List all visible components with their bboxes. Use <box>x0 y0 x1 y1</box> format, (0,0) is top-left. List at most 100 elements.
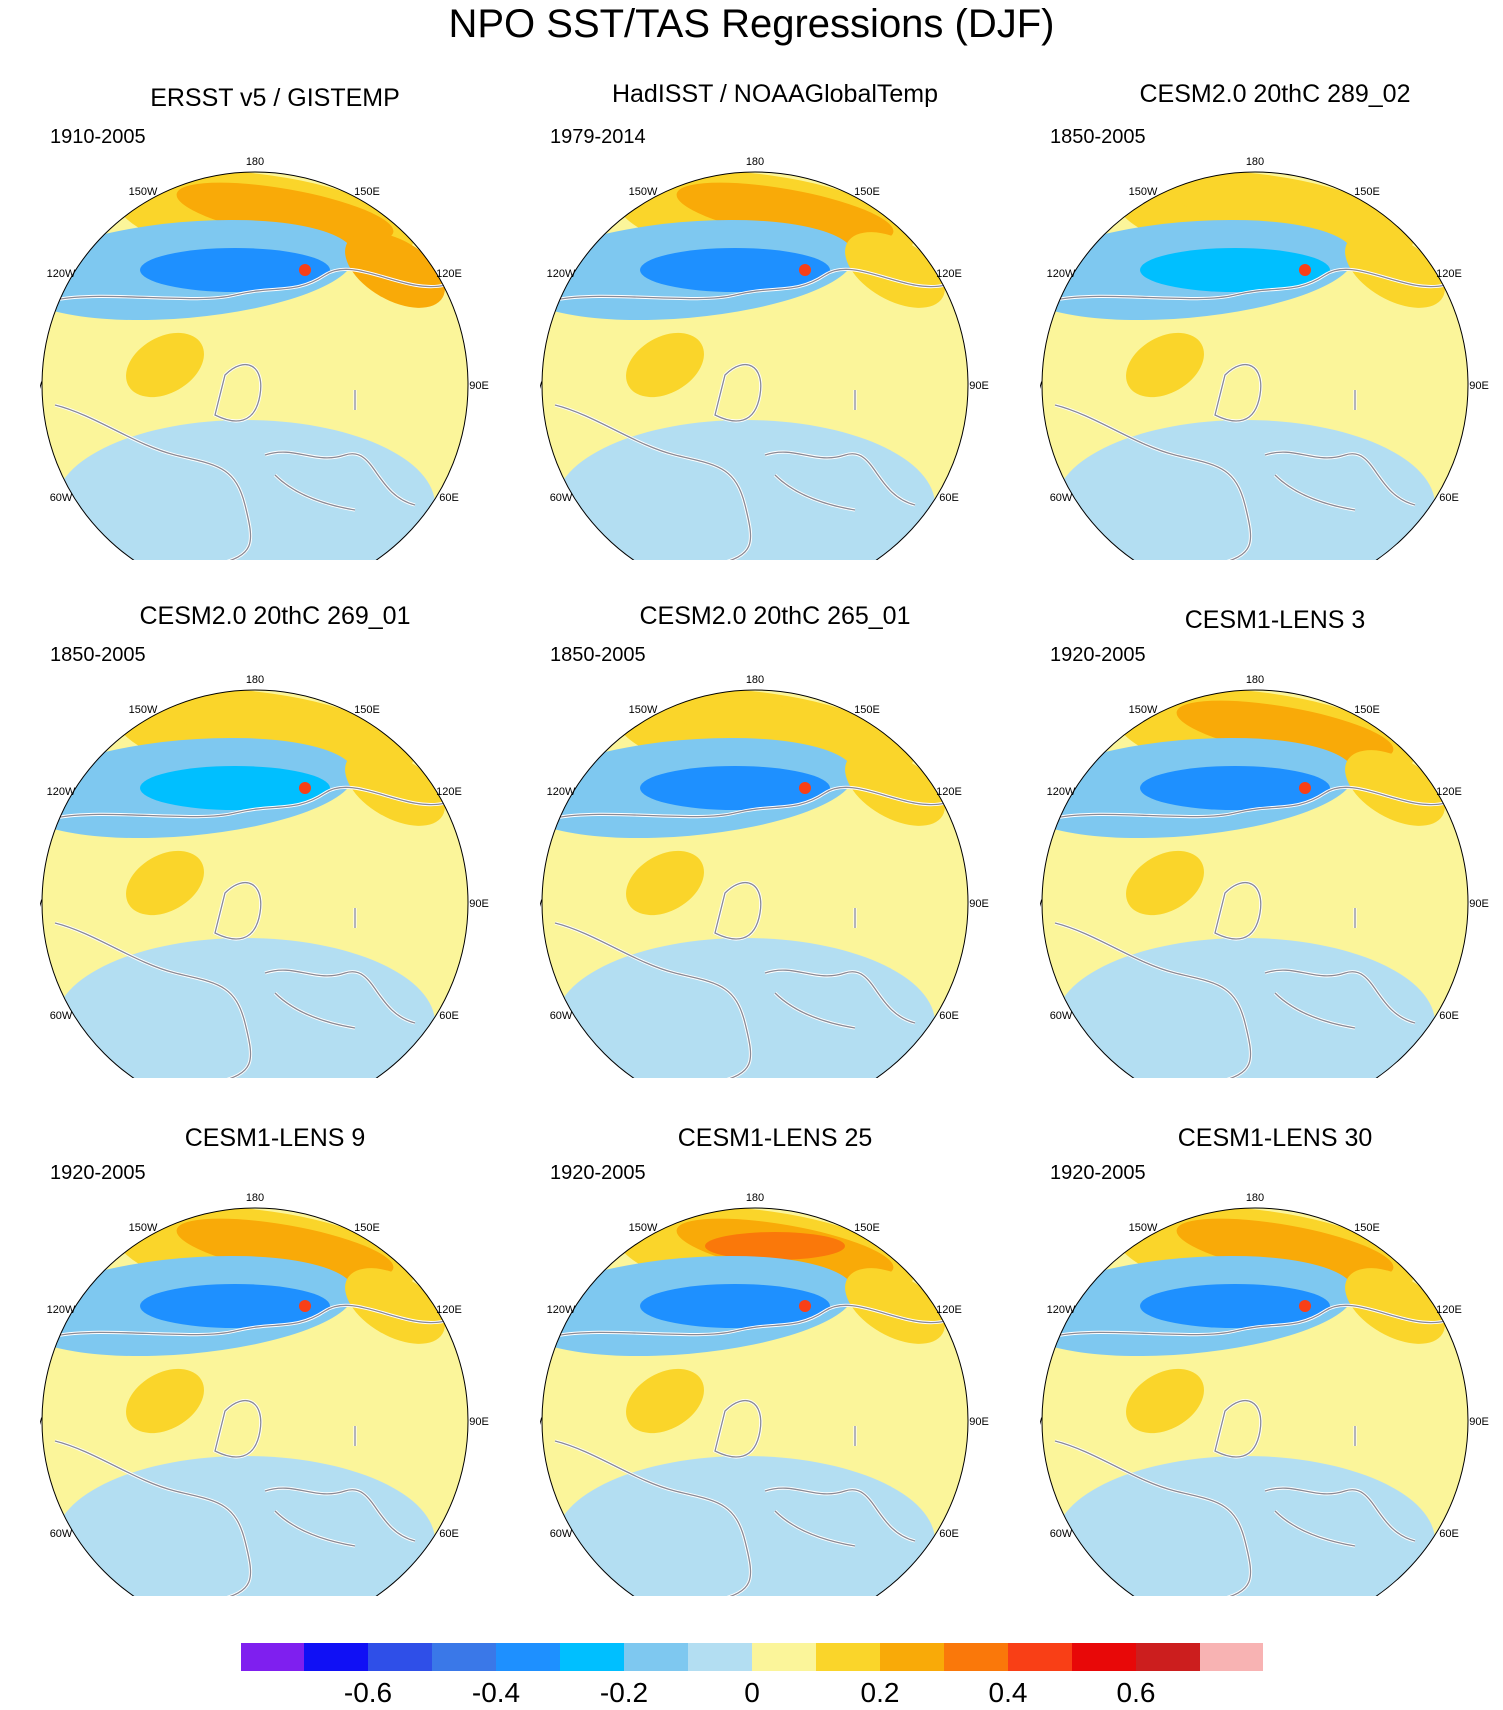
map-panel: 180150E120E90E60E30E030W60W90W120W150WCE… <box>1040 578 1503 1078</box>
map-boundary <box>541 1207 969 1596</box>
map-field <box>42 172 468 560</box>
longitude-label: 60W <box>50 1528 73 1540</box>
panel-period: 1850-2005 <box>50 644 146 666</box>
longitude-label: 60W <box>550 1528 573 1540</box>
longitude-label: 120W <box>1047 1304 1076 1316</box>
longitude-label: 180 <box>746 1192 764 1204</box>
map-boundary <box>1041 689 1469 1078</box>
longitude-label: 150E <box>854 704 880 716</box>
north-america-warm-patch <box>626 332 704 398</box>
coastline <box>274 992 356 1029</box>
coastline <box>1054 1304 1446 1337</box>
coastline <box>54 268 446 301</box>
panel-title: HadISST / NOAAGlobalTemp <box>611 80 939 108</box>
longitude-label: 120W <box>547 268 576 280</box>
colorbar: -0.6 -0.4 -0.2 0 0.2 0.4 0.6 <box>240 1640 1265 1710</box>
coastline <box>274 1510 356 1547</box>
map-boundary <box>541 689 969 1078</box>
colorbar-swatch <box>816 1642 881 1672</box>
north-pacific-cool-core <box>1140 766 1330 810</box>
map-field <box>542 172 968 560</box>
north-pacific-cool-core <box>1140 248 1330 292</box>
longitude-label: 120E <box>936 268 962 280</box>
longitude-label: 90E <box>1469 898 1489 910</box>
longitude-label: 90W <box>540 380 543 392</box>
map-field <box>1042 690 1468 1078</box>
longitude-label: 150W <box>1129 186 1158 198</box>
panel-period: 1920-2005 <box>1050 1162 1146 1184</box>
panel-title: CESM2.0 20thC 265_01 <box>639 602 911 630</box>
longitude-label: 180 <box>246 156 264 168</box>
coastline <box>774 992 856 1029</box>
longitude-label: 180 <box>746 674 764 686</box>
map-panel: 180150E120E90E60E30E030W60W90W120W150WCE… <box>40 1096 510 1596</box>
bering-hotspot <box>299 1300 311 1312</box>
coastline <box>714 364 762 422</box>
longitude-label: 150E <box>1354 1222 1380 1234</box>
coastline <box>214 364 262 422</box>
coastline <box>764 451 916 506</box>
colorbar-tick-label: 0.6 <box>1116 1677 1156 1708</box>
colorbar-tick-label: -0.6 <box>343 1677 393 1708</box>
longitude-label: 60E <box>439 1010 459 1022</box>
longitude-label: 60E <box>1439 1010 1459 1022</box>
longitude-label: 90W <box>540 898 543 910</box>
map-panel: 180150E120E90E60E30E030W60W90W120W150WCE… <box>540 578 1010 1078</box>
panel-period: 1920-2005 <box>1050 644 1146 666</box>
panel-title: CESM2.0 20thC 289_02 <box>1139 80 1411 108</box>
longitude-label: 150E <box>1354 186 1380 198</box>
coastline <box>54 1304 446 1337</box>
colorbar-swatch <box>304 1642 369 1672</box>
longitude-label: 60E <box>439 1528 459 1540</box>
colorbar-swatch <box>1072 1642 1137 1672</box>
coastline <box>764 969 916 1024</box>
panel-period: 1850-2005 <box>1050 126 1146 148</box>
north-america-warm-patch <box>626 1368 704 1434</box>
colorbar-swatch <box>688 1642 753 1672</box>
longitude-label: 90W <box>540 1416 543 1428</box>
bering-hotspot <box>799 782 811 794</box>
north-america-warm-patch <box>1126 850 1204 916</box>
panel-title: CESM2.0 20thC 269_01 <box>139 602 411 630</box>
longitude-label: 90W <box>1040 898 1043 910</box>
north-america-warm-patch <box>126 1368 204 1434</box>
colorbar-swatch <box>560 1642 625 1672</box>
colorbar-swatch <box>1008 1642 1073 1672</box>
north-pacific-cool-core <box>140 248 330 292</box>
longitude-label: 150E <box>854 186 880 198</box>
longitude-label: 120W <box>1047 786 1076 798</box>
longitude-label: 150W <box>129 704 158 716</box>
coastline <box>214 1400 262 1458</box>
longitude-label: 60E <box>1439 492 1459 504</box>
polar-map: 180150E120E90E60E30E030W60W90W120W150W <box>540 156 989 560</box>
map-boundary <box>1041 1207 1469 1596</box>
map-panel: 180150E120E90E60E30E030W60W90W120W150WER… <box>40 60 510 560</box>
panel-period: 1910-2005 <box>50 126 146 148</box>
longitude-label: 60W <box>1050 492 1073 504</box>
longitude-label: 90E <box>1469 380 1489 392</box>
colorbar-swatch <box>496 1642 561 1672</box>
panel-title: CESM1-LENS 30 <box>1177 1124 1373 1152</box>
coastline <box>1274 474 1356 511</box>
colorbar-swatch <box>1136 1642 1201 1672</box>
polar-map: 180150E120E90E60E30E030W60W90W120W150W <box>1040 156 1489 560</box>
longitude-label: 180 <box>246 674 264 686</box>
coastline <box>54 1440 252 1596</box>
longitude-label: 120E <box>1436 1304 1462 1316</box>
colorbar-swatch <box>752 1642 817 1672</box>
map-field <box>42 1208 468 1596</box>
coastline <box>554 268 946 301</box>
polar-map: 180150E120E90E60E30E030W60W90W120W150W <box>1040 1192 1489 1596</box>
north-america-warm-patch <box>1126 1368 1204 1434</box>
map-panel: 180150E120E90E60E30E030W60W90W120W150WCE… <box>540 1096 1010 1596</box>
longitude-label: 60W <box>50 1010 73 1022</box>
longitude-label: 150W <box>629 704 658 716</box>
north-america-warm-patch <box>126 850 204 916</box>
longitude-label: 60E <box>939 1528 959 1540</box>
pacific-warm-core <box>676 700 894 762</box>
bering-hotspot <box>1299 782 1311 794</box>
longitude-label: 90E <box>469 898 489 910</box>
longitude-label: 120E <box>1436 786 1462 798</box>
longitude-label: 90W <box>40 380 43 392</box>
map-field <box>42 690 468 1078</box>
